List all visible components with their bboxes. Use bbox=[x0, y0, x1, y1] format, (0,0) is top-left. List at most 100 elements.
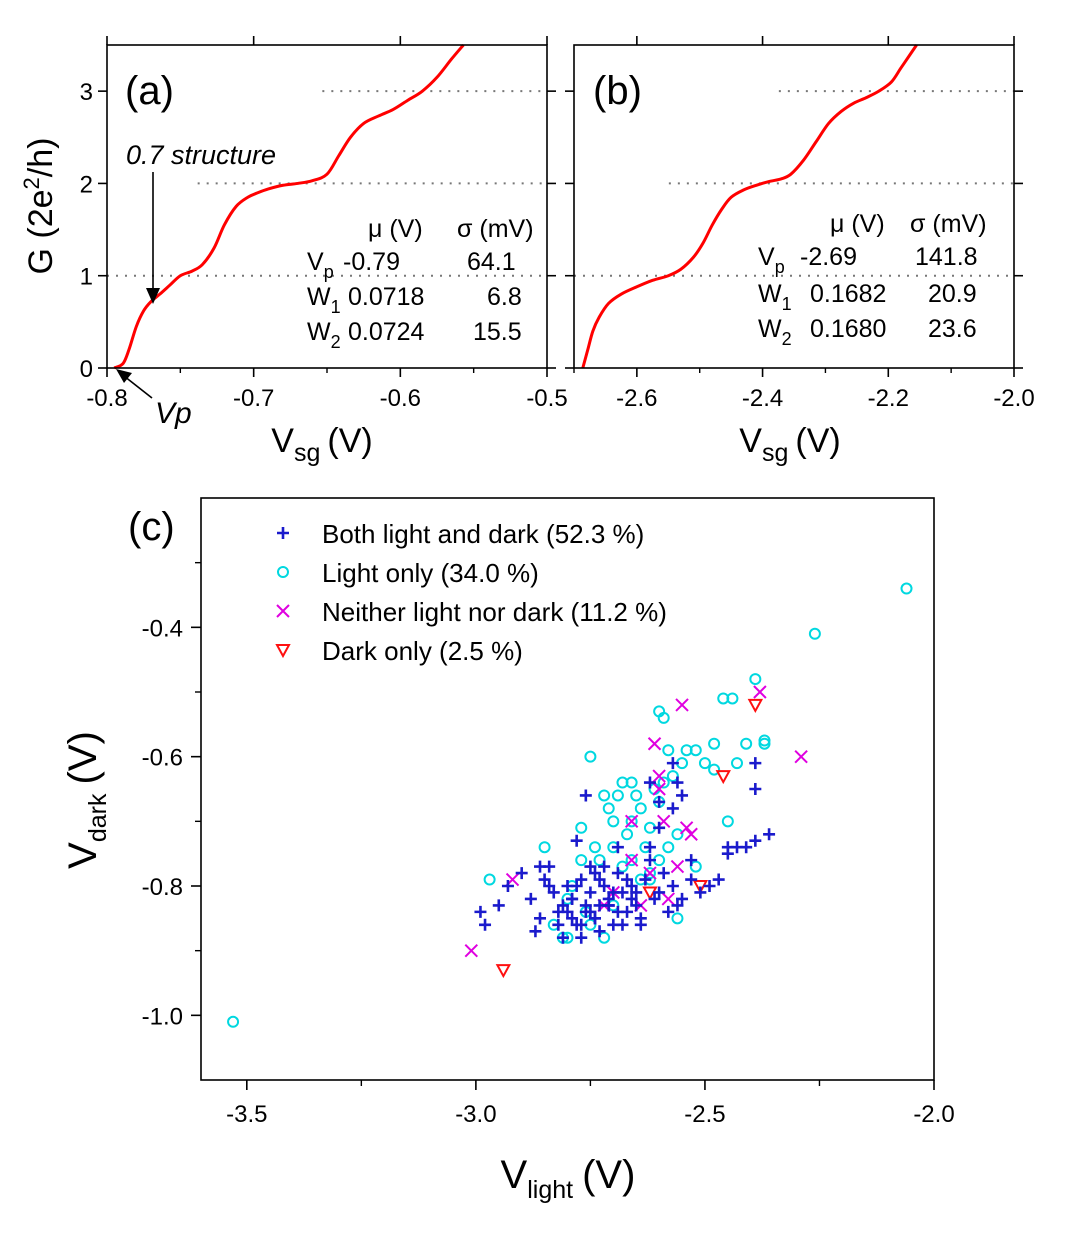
panel-c-ticks: -3.5 -3.0 -2.5 -2.0 -1.0 -0.8 -0.6 -0.4 bbox=[142, 561, 955, 1128]
panel-a-y-axis-label: G (2e2/h) bbox=[19, 138, 60, 275]
scatter-point-plus bbox=[749, 834, 762, 847]
panel-b-table-row-mu: 0.1682 bbox=[810, 280, 886, 308]
scatter-point-circle bbox=[708, 763, 721, 776]
panel-b-table-row-mu: -2.69 bbox=[800, 243, 857, 271]
scatter-point-plus bbox=[575, 918, 588, 931]
panel-c-legend: Both light and dark (52.3 %) Light only (… bbox=[275, 519, 667, 666]
scatter-point-x bbox=[679, 821, 694, 835]
scatter-point-circle bbox=[575, 854, 588, 867]
panel-a-vp-arrowhead bbox=[116, 369, 132, 383]
scatter-point-plus bbox=[566, 892, 579, 905]
panel-c-x-tick-label: -2.5 bbox=[684, 1101, 725, 1128]
panel-a-conductance-curve bbox=[113, 44, 465, 370]
panel-b-table-row-name: W1 bbox=[758, 280, 792, 314]
panel-c-y-tick-label: -0.6 bbox=[142, 745, 183, 772]
panel-b-table-row-name: Vp bbox=[758, 243, 785, 277]
scatter-point-circle bbox=[483, 873, 496, 886]
scatter-point-plus bbox=[556, 899, 569, 912]
panel-a-table-row-name: Vp bbox=[307, 248, 334, 282]
scatter-point-circle bbox=[607, 815, 620, 828]
legend-marker-circle bbox=[277, 566, 289, 578]
scatter-point-plus bbox=[625, 880, 638, 892]
panel-b-x-tick-label: -2.2 bbox=[868, 385, 909, 412]
panel-a-table-row-mu: 0.0718 bbox=[348, 283, 424, 311]
scatter-point-plus bbox=[534, 912, 547, 925]
scatter-point-plus bbox=[671, 899, 684, 912]
scatter-point-plus bbox=[598, 880, 611, 892]
scatter-point-plus bbox=[685, 854, 698, 867]
scatter-point-plus bbox=[676, 892, 689, 905]
scatter-point-circle bbox=[671, 828, 684, 841]
scatter-point-x bbox=[464, 943, 479, 958]
panel-c-y-tick-label: -0.8 bbox=[142, 874, 183, 901]
scatter-point-plus bbox=[621, 873, 634, 886]
panel-a-chart: -0.8 -0.7 -0.6 -0.5 0 1 2 3 (a) G (2e2/h) Vsg (V… bbox=[19, 36, 568, 467]
panel-a-frame bbox=[106, 44, 548, 369]
scatter-point-circle bbox=[662, 744, 675, 757]
scatter-point-plus bbox=[579, 789, 592, 802]
scatter-point-circle bbox=[740, 737, 753, 750]
panel-a-parameter-table: μ (V) σ (mV) Vp -0.79 64.1 W1 0.0718 6.8… bbox=[307, 215, 534, 352]
scatter-point-plus bbox=[575, 873, 588, 886]
scatter-point-plus bbox=[492, 899, 505, 912]
scatter-point-circle bbox=[671, 912, 684, 925]
panel-b-table-row-sigma: 20.9 bbox=[928, 280, 977, 308]
scatter-point-circle bbox=[616, 860, 629, 873]
scatter-point-x bbox=[647, 737, 662, 751]
panel-b-table-head-sigma: σ (mV) bbox=[910, 210, 987, 238]
scatter-point-circle bbox=[593, 854, 606, 867]
scatter-point-plus bbox=[763, 828, 776, 841]
legend-marker-x bbox=[276, 604, 290, 618]
scatter-point-x bbox=[652, 782, 666, 796]
panel-b-x-tick-label: -2.6 bbox=[616, 385, 657, 412]
scatter-point-plus bbox=[740, 841, 753, 854]
scatter-point-plus bbox=[515, 867, 528, 880]
scatter-point-circle bbox=[625, 815, 638, 828]
scatter-point-circle bbox=[721, 815, 734, 828]
scatter-point-circle bbox=[625, 776, 638, 789]
scatter-point-plus bbox=[566, 912, 579, 925]
scatter-point-plus bbox=[584, 886, 597, 899]
scatter-point-plus bbox=[630, 886, 643, 899]
panel-a-x-tick-label: -0.5 bbox=[526, 385, 567, 412]
panel-c-label: (c) bbox=[128, 505, 175, 549]
legend-marker-triangle-down bbox=[275, 644, 291, 659]
scatter-point-circle bbox=[634, 802, 647, 815]
scatter-point-plus bbox=[602, 899, 615, 912]
panel-b-label: (b) bbox=[593, 69, 642, 113]
panel-a-curve-layer bbox=[107, 44, 547, 370]
scatter-point-plus bbox=[676, 789, 689, 802]
scatter-point-x bbox=[753, 685, 767, 699]
scatter-point-plus bbox=[653, 821, 666, 834]
panel-c-x-tick-label: -3.5 bbox=[226, 1101, 267, 1128]
panel-a-table-row-name: W1 bbox=[307, 283, 341, 317]
panel-a-table-row-sigma: 6.8 bbox=[487, 283, 522, 311]
scatter-point-plus bbox=[625, 892, 638, 905]
panel-c-x-tick-label: -2.0 bbox=[913, 1101, 954, 1128]
scatter-point-circle bbox=[900, 582, 913, 595]
scatter-point-circle bbox=[643, 867, 656, 880]
scatter-point-circle bbox=[662, 841, 675, 854]
scatter-point-plus bbox=[671, 776, 684, 789]
legend-label: Light only (34.0 %) bbox=[322, 558, 539, 588]
panel-b-table-row-mu: 0.1680 bbox=[810, 315, 886, 343]
scatter-point-circle bbox=[698, 757, 711, 770]
scatter-point-plus bbox=[666, 880, 679, 892]
scatter-point-x bbox=[794, 749, 808, 764]
scatter-point-plus bbox=[607, 886, 620, 899]
panel-b-table-row-name: W2 bbox=[758, 315, 792, 349]
panel-b-x-tick-label: -2.0 bbox=[993, 385, 1034, 412]
scatter-point-plus bbox=[653, 886, 666, 899]
panel-c-y-tick-label: -1.0 bbox=[142, 1003, 183, 1030]
panel-a-vp-arrow bbox=[123, 375, 153, 399]
panel-b-curve-layer bbox=[574, 44, 1014, 369]
legend-label: Neither light nor dark (11.2 %) bbox=[322, 597, 667, 627]
panel-a-y-tick-label: 1 bbox=[80, 264, 93, 291]
scatter-point-plus bbox=[570, 880, 583, 892]
panel-c-points-layer bbox=[227, 582, 913, 1028]
scatter-point-circle bbox=[598, 931, 611, 944]
scatter-point-plus bbox=[643, 841, 656, 854]
scatter-point-plus bbox=[749, 757, 762, 770]
scatter-point-plus bbox=[634, 912, 647, 925]
